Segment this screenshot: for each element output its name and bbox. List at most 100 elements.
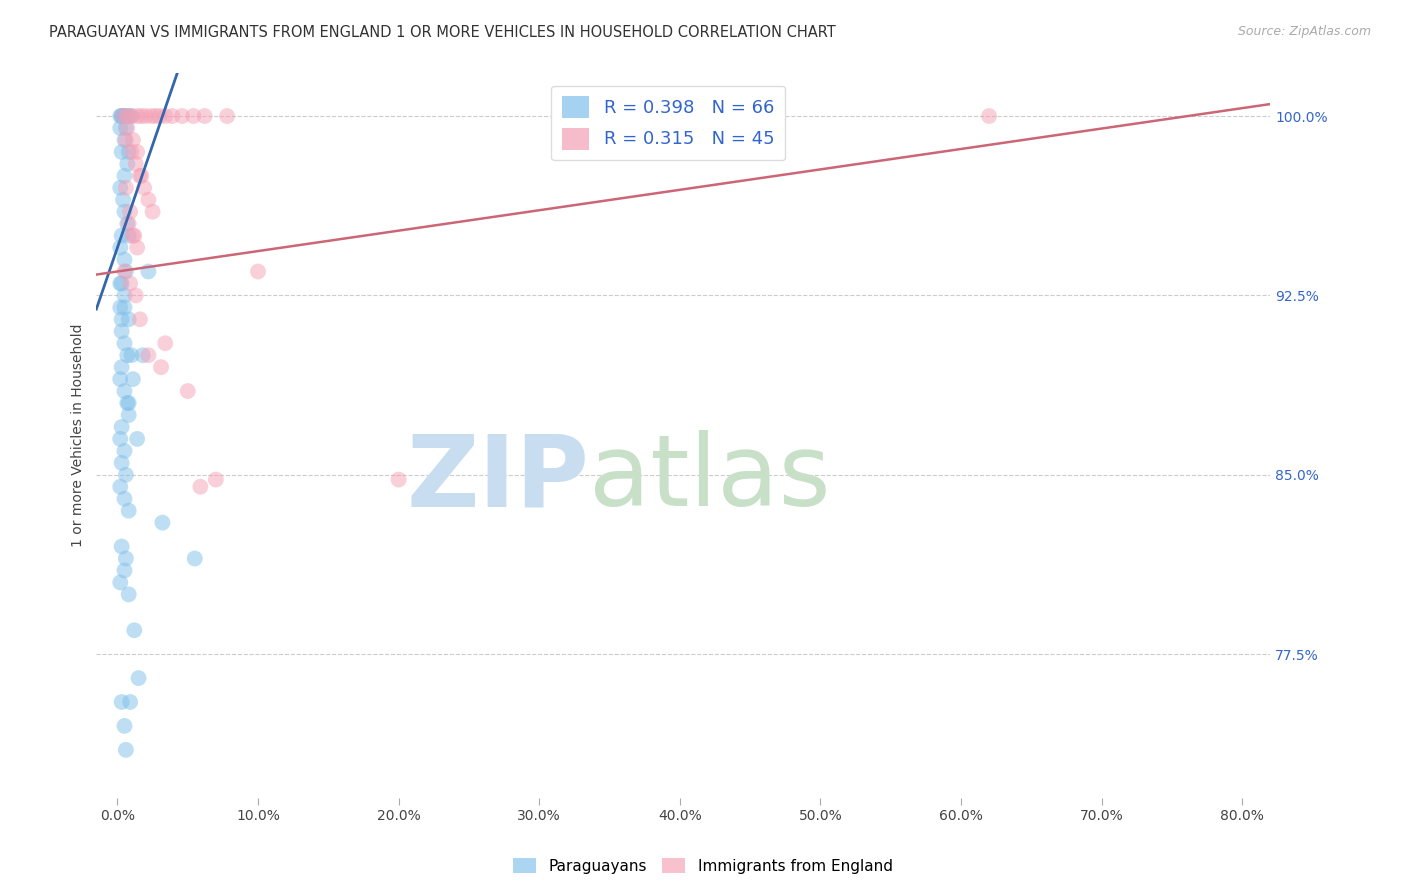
Point	[114, 384, 136, 398]
Point	[190, 480, 212, 494]
Point	[155, 109, 177, 123]
Point	[114, 133, 136, 147]
Point	[110, 480, 132, 494]
Point	[977, 109, 1000, 123]
Point	[118, 503, 141, 517]
Point	[111, 360, 134, 375]
Point	[132, 348, 155, 362]
Point	[127, 432, 149, 446]
Point	[162, 109, 184, 123]
Point	[128, 671, 150, 685]
Y-axis label: 1 or more Vehicles in Household: 1 or more Vehicles in Household	[72, 324, 86, 547]
Point	[388, 473, 411, 487]
Point	[111, 456, 134, 470]
Point	[205, 473, 228, 487]
Point	[141, 109, 163, 123]
Point	[127, 241, 149, 255]
Point	[117, 396, 139, 410]
Point	[217, 109, 239, 123]
Point	[121, 109, 143, 123]
Point	[150, 360, 173, 375]
Point	[110, 575, 132, 590]
Point	[111, 228, 134, 243]
Point	[121, 109, 143, 123]
Point	[115, 181, 138, 195]
Point	[110, 301, 132, 315]
Point	[111, 695, 134, 709]
Point	[114, 252, 136, 267]
Point	[111, 540, 134, 554]
Point	[112, 109, 135, 123]
Point	[110, 109, 132, 123]
Point	[138, 193, 160, 207]
Point	[114, 264, 136, 278]
Point	[111, 145, 134, 159]
Point	[127, 109, 149, 123]
Point	[114, 204, 136, 219]
Point	[110, 432, 132, 446]
Legend: Paraguayans, Immigrants from England: Paraguayans, Immigrants from England	[508, 852, 898, 880]
Point	[152, 516, 174, 530]
Point	[111, 109, 134, 123]
Point	[118, 145, 141, 159]
Point	[114, 109, 136, 123]
Point	[129, 312, 152, 326]
Point	[124, 228, 146, 243]
Point	[118, 587, 141, 601]
Point	[122, 228, 145, 243]
Point	[114, 301, 136, 315]
Point	[111, 277, 134, 291]
Point	[149, 109, 172, 123]
Text: Source: ZipAtlas.com: Source: ZipAtlas.com	[1237, 25, 1371, 38]
Point	[114, 564, 136, 578]
Point	[114, 336, 136, 351]
Point	[138, 348, 160, 362]
Point	[183, 109, 205, 123]
Point	[172, 109, 194, 123]
Point	[110, 120, 132, 135]
Point	[118, 408, 141, 422]
Text: PARAGUAYAN VS IMMIGRANTS FROM ENGLAND 1 OR MORE VEHICLES IN HOUSEHOLD CORRELATIO: PARAGUAYAN VS IMMIGRANTS FROM ENGLAND 1 …	[49, 25, 837, 40]
Point	[131, 109, 153, 123]
Point	[184, 551, 207, 566]
Point	[111, 420, 134, 434]
Point	[115, 109, 138, 123]
Point	[125, 157, 148, 171]
Point	[115, 743, 138, 757]
Point	[118, 228, 141, 243]
Point	[155, 336, 177, 351]
Point	[111, 324, 134, 338]
Point	[111, 109, 134, 123]
Point	[118, 396, 141, 410]
Point	[135, 109, 157, 123]
Point	[118, 312, 141, 326]
Point	[118, 109, 141, 123]
Point	[117, 157, 139, 171]
Point	[111, 312, 134, 326]
Point	[121, 145, 143, 159]
Legend: R = 0.398   N = 66, R = 0.315   N = 45: R = 0.398 N = 66, R = 0.315 N = 45	[551, 86, 786, 161]
Point	[115, 120, 138, 135]
Point	[114, 719, 136, 733]
Text: ZIP: ZIP	[406, 430, 589, 527]
Point	[110, 277, 132, 291]
Point	[247, 264, 270, 278]
Point	[115, 264, 138, 278]
Point	[125, 288, 148, 302]
Point	[177, 384, 200, 398]
Point	[118, 217, 141, 231]
Point	[129, 169, 152, 183]
Point	[142, 204, 165, 219]
Point	[127, 145, 149, 159]
Point	[110, 241, 132, 255]
Point	[122, 133, 145, 147]
Point	[122, 372, 145, 386]
Point	[124, 624, 146, 638]
Point	[110, 181, 132, 195]
Point	[117, 217, 139, 231]
Point	[114, 288, 136, 302]
Point	[112, 109, 135, 123]
Point	[114, 169, 136, 183]
Point	[194, 109, 217, 123]
Point	[121, 348, 143, 362]
